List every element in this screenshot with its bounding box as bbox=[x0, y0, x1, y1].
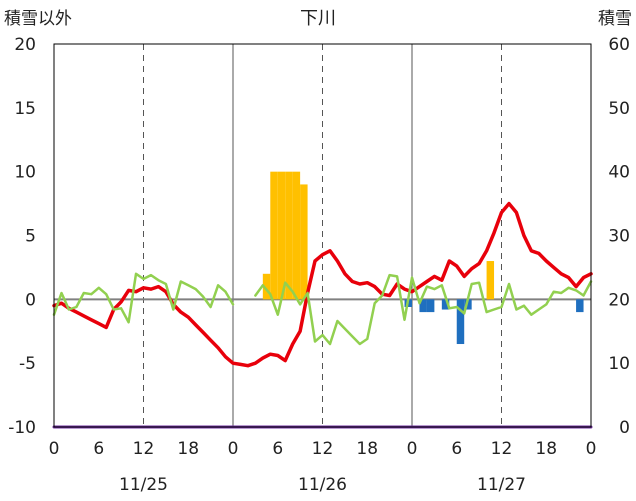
left-tick-label: 0 bbox=[25, 290, 36, 310]
x-tick-label: 12 bbox=[312, 439, 334, 459]
left-tick-label: 15 bbox=[14, 99, 36, 119]
date-label: 11/27 bbox=[477, 475, 526, 495]
precip-bar bbox=[300, 184, 308, 300]
x-tick-label: 0 bbox=[228, 439, 239, 459]
right-axis-ticks: 0 10 20 30 40 50 60 bbox=[608, 35, 630, 438]
x-tick-label: 18 bbox=[356, 439, 378, 459]
x-tick-label: 6 bbox=[451, 439, 462, 459]
right-tick-label: 0 bbox=[619, 418, 630, 438]
date-labels: 11/25 11/26 11/27 bbox=[119, 475, 526, 495]
right-tick-label: 60 bbox=[608, 35, 630, 55]
precip-bar bbox=[456, 299, 465, 345]
left-axis-title: 積雪以外 bbox=[4, 9, 72, 29]
x-tick-label: 0 bbox=[586, 439, 597, 459]
precip-bar bbox=[486, 261, 495, 300]
right-tick-label: 10 bbox=[608, 354, 630, 374]
left-axis-ticks: -10 -5 0 5 10 15 20 bbox=[8, 35, 36, 438]
temperature-series-line bbox=[52, 201, 593, 368]
precip-bar bbox=[441, 299, 450, 310]
x-tick-label: 6 bbox=[93, 439, 104, 459]
plot-frame bbox=[53, 43, 592, 428]
left-tick-label: -10 bbox=[8, 418, 36, 438]
precip-bar bbox=[419, 299, 427, 313]
x-tick-label: 18 bbox=[535, 439, 557, 459]
right-tick-label: 40 bbox=[608, 163, 630, 183]
precip-bar bbox=[285, 171, 293, 300]
date-label: 11/26 bbox=[298, 475, 347, 495]
precip-bar bbox=[426, 299, 435, 313]
precip-bar bbox=[576, 299, 584, 313]
precip-bar bbox=[262, 273, 271, 300]
date-label: 11/25 bbox=[119, 475, 168, 495]
right-tick-label: 30 bbox=[608, 227, 630, 247]
left-tick-label: 20 bbox=[14, 35, 36, 55]
x-tick-label: 12 bbox=[491, 439, 513, 459]
chart-title: 下川 bbox=[300, 8, 336, 29]
left-tick-label: -5 bbox=[19, 354, 36, 374]
precip-bar bbox=[464, 299, 472, 310]
x-tick-label: 6 bbox=[272, 439, 283, 459]
left-tick-label: 5 bbox=[25, 227, 36, 247]
x-tick-label: 0 bbox=[49, 439, 60, 459]
x-tick-label: 12 bbox=[133, 439, 155, 459]
precip-bar bbox=[292, 171, 301, 300]
x-tick-label: 18 bbox=[177, 439, 199, 459]
x-tick-label: 0 bbox=[407, 439, 418, 459]
right-tick-label: 20 bbox=[608, 290, 630, 310]
x-axis-ticks: 0 6 12 18 0 6 12 18 0 6 12 18 0 bbox=[49, 439, 597, 459]
wind-series-line bbox=[52, 272, 593, 346]
right-tick-label: 50 bbox=[608, 99, 630, 119]
precip-bar bbox=[270, 171, 278, 300]
left-tick-label: 10 bbox=[14, 163, 36, 183]
right-axis-title: 積雪 bbox=[598, 9, 632, 29]
precip-bar bbox=[277, 171, 286, 300]
